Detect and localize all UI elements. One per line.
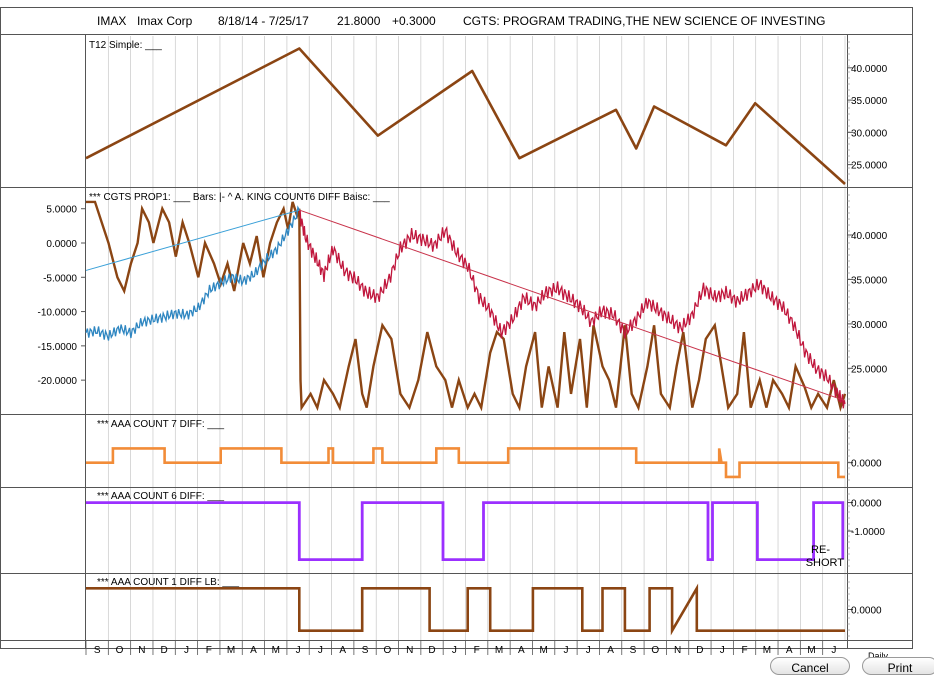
x-tick-label: S xyxy=(94,645,101,656)
header-company: Imax Corp xyxy=(137,14,193,28)
panel-title-aaa6: *** AAA COUNT 6 DIFF: ___ xyxy=(97,491,225,502)
left-tick-label: -15.0000 xyxy=(38,342,78,353)
left-tick-label: -5.0000 xyxy=(43,273,77,284)
x-tick-label: A xyxy=(518,645,525,656)
x-tick-label: J xyxy=(720,645,725,656)
aaa1-line xyxy=(86,583,845,636)
x-tick-label: J xyxy=(452,645,457,656)
x-tick-label: O xyxy=(651,645,659,656)
left-tick-label: 0.0000 xyxy=(46,239,77,250)
x-tick-label: J xyxy=(586,645,591,656)
x-tick-label: F xyxy=(206,645,212,656)
panel-title-aaa7: *** AAA COUNT 7 DIFF: ___ xyxy=(97,419,225,430)
x-tick-label: O xyxy=(383,645,391,656)
annotation-re-short-line1: RE- xyxy=(811,544,830,556)
x-tick-label: S xyxy=(362,645,369,656)
x-tick-label: N xyxy=(674,645,681,656)
x-tick-label: M xyxy=(495,645,503,656)
x-tick-label: A xyxy=(607,645,614,656)
right-tick-label: -1.0000 xyxy=(851,527,885,538)
x-axis-corner-label: Daily xyxy=(868,651,889,661)
t12-line xyxy=(85,47,846,185)
header-date-range: 8/18/14 - 7/25/17 xyxy=(218,14,309,28)
x-tick-label: M xyxy=(539,645,547,656)
x-tick-label: A xyxy=(339,645,346,656)
x-tick-label: M xyxy=(763,645,771,656)
x-tick-label: A xyxy=(786,645,793,656)
x-tick-label: F xyxy=(741,645,747,656)
x-tick-label: N xyxy=(138,645,145,656)
aaa6-line xyxy=(86,501,845,561)
print-button[interactable]: Print xyxy=(862,657,934,675)
right-tick-label: 0.0000 xyxy=(851,606,882,617)
right-tick-label: 0.0000 xyxy=(851,499,882,510)
price-line-after xyxy=(298,210,846,409)
x-tick-label: D xyxy=(428,645,435,656)
panel-title-prop1: *** CGTS PROP1: ___ Bars: |- ^ A. KING C… xyxy=(89,192,390,203)
left-tick-label: -20.0000 xyxy=(38,376,78,387)
x-tick-label: M xyxy=(227,645,235,656)
cancel-button[interactable]: Cancel xyxy=(770,657,850,675)
header-symbol: IMAX xyxy=(97,14,126,28)
x-tick-label: S xyxy=(630,645,637,656)
x-tick-label: J xyxy=(831,645,836,656)
right-tick-label: 25.0000 xyxy=(851,161,888,172)
right-tick-label: 35.0000 xyxy=(851,96,888,107)
x-tick-label: M xyxy=(807,645,815,656)
right-tick-label: 0.0000 xyxy=(851,459,882,470)
x-tick-label: D xyxy=(696,645,703,656)
x-tick-label: N xyxy=(406,645,413,656)
x-tick-label: A xyxy=(250,645,257,656)
panel-title-t12: T12 Simple: ___ xyxy=(89,40,162,51)
header-title: CGTS: PROGRAM TRADING,THE NEW SCIENCE OF… xyxy=(463,14,825,28)
x-tick-label: D xyxy=(161,645,168,656)
chart-frame xyxy=(0,7,913,649)
left-tick-label: -10.0000 xyxy=(38,308,78,319)
x-tick-label: J xyxy=(296,645,301,656)
right-tick-label: 25.0000 xyxy=(851,364,888,375)
right-tick-label: 30.0000 xyxy=(851,128,888,139)
right-tick-label: 30.0000 xyxy=(851,320,888,331)
x-tick-label: J xyxy=(563,645,568,656)
x-tick-label: M xyxy=(272,645,280,656)
count-line xyxy=(86,200,847,412)
left-tick-label: 5.0000 xyxy=(46,205,77,216)
x-tick-label: F xyxy=(474,645,480,656)
right-tick-label: 35.0000 xyxy=(851,275,888,286)
annotation-re-short-line2: SHORT xyxy=(806,557,845,569)
right-tick-label: 40.0000 xyxy=(851,231,888,242)
header-change: +0.3000 xyxy=(392,14,436,28)
right-tick-label: 40.0000 xyxy=(851,64,888,75)
x-tick-label: J xyxy=(184,645,189,656)
x-tick-label: J xyxy=(318,645,323,656)
x-tick-label: O xyxy=(116,645,124,656)
trend-line-blue xyxy=(85,209,300,271)
price-line-before xyxy=(85,205,300,341)
panel-title-aaa1: *** AAA COUNT 1 DIFF LB: ___ xyxy=(97,577,240,588)
trend-line-red xyxy=(299,209,846,402)
header-price: 21.8000 xyxy=(337,14,381,28)
aaa7-line xyxy=(86,447,845,479)
